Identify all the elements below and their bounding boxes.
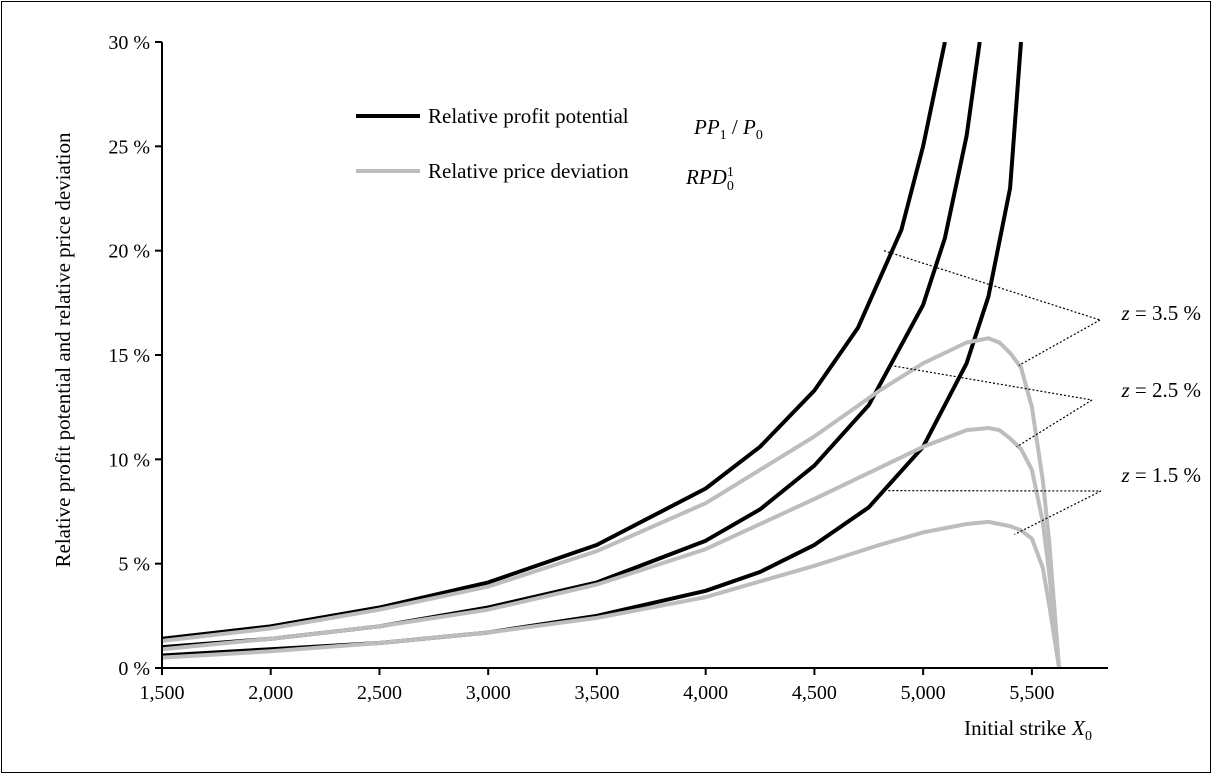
- annotation-leaders: [883, 250, 1102, 535]
- x-tick-label: 3,000: [466, 682, 511, 704]
- price-deviation-line-5: [162, 519, 1062, 668]
- leader-deviation-1: [1016, 399, 1093, 448]
- x-axis-title: Initial strike X0: [964, 716, 1092, 744]
- y-tick-label: 10 %: [108, 449, 150, 471]
- y-tick-label: 15 %: [108, 345, 150, 367]
- x-tick-label: 2,500: [357, 682, 402, 704]
- x-tick-label: 4,000: [683, 682, 728, 704]
- x-axis-subscript: 0: [1085, 729, 1092, 744]
- price-deviation-line-3: [162, 336, 1062, 668]
- x-tick-label: 1,500: [140, 682, 185, 704]
- y-tick-label: 25 %: [108, 136, 150, 158]
- leader-deviation-2: [1014, 490, 1102, 535]
- y-tick-label: 20 %: [108, 241, 150, 263]
- legend: Relative profit potential PP1 / P0 Relat…: [356, 104, 763, 194]
- x-tick-label: 4,500: [792, 682, 837, 704]
- profit-potential-line-1: [162, 42, 982, 650]
- annotation-z-2-5: z = 2.5 %: [1120, 378, 1201, 402]
- x-tick-label: 5,500: [1009, 682, 1054, 704]
- y-tick-label: 0 %: [118, 658, 150, 680]
- legend-label-profit: Relative profit potential: [428, 104, 629, 128]
- tick-labels: 1,500 2,000 2,500 3,000 3,500 4,000 4,500 5,000…: [108, 32, 1054, 704]
- y-tick-label: 30 %: [108, 32, 150, 54]
- annotation-z-3-5: z = 3.5 %: [1120, 301, 1201, 325]
- x-tick-label: 2,000: [248, 682, 293, 704]
- leader-profit-1: [890, 364, 1093, 401]
- x-tick-label: 3,500: [574, 682, 619, 704]
- leader-deviation-0: [1018, 319, 1101, 366]
- series-group: [162, 42, 1062, 668]
- x-tick-label: 5,000: [901, 682, 946, 704]
- legend-label-deviation: Relative price deviation: [428, 159, 629, 183]
- leader-profit-0: [883, 250, 1101, 321]
- annotation-z-1-5: z = 1.5 %: [1120, 463, 1201, 487]
- legend-symbol-deviation: RPD01: [685, 165, 734, 194]
- x-axis-symbol: X: [1071, 716, 1086, 740]
- profit-potential-line-2: [162, 42, 1023, 658]
- x-axis-title-text: Initial strike: [964, 716, 1066, 740]
- y-tick-label: 5 %: [118, 554, 150, 576]
- axes: [155, 41, 1108, 675]
- price-deviation-line-4: [162, 426, 1062, 668]
- profit-potential-line-0: [162, 42, 947, 641]
- legend-symbol-profit: PP1 / P0: [693, 115, 763, 143]
- y-axis-title: Relative profit potential and relative p…: [51, 132, 75, 568]
